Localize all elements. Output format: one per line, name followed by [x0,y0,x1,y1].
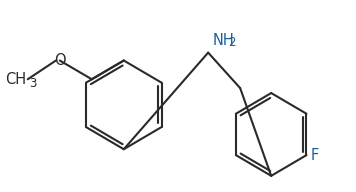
Text: 2: 2 [229,36,236,49]
Text: CH: CH [5,72,26,87]
Text: O: O [54,53,66,68]
Text: 3: 3 [29,77,36,90]
Text: F: F [310,148,319,163]
Text: NH: NH [213,33,235,48]
